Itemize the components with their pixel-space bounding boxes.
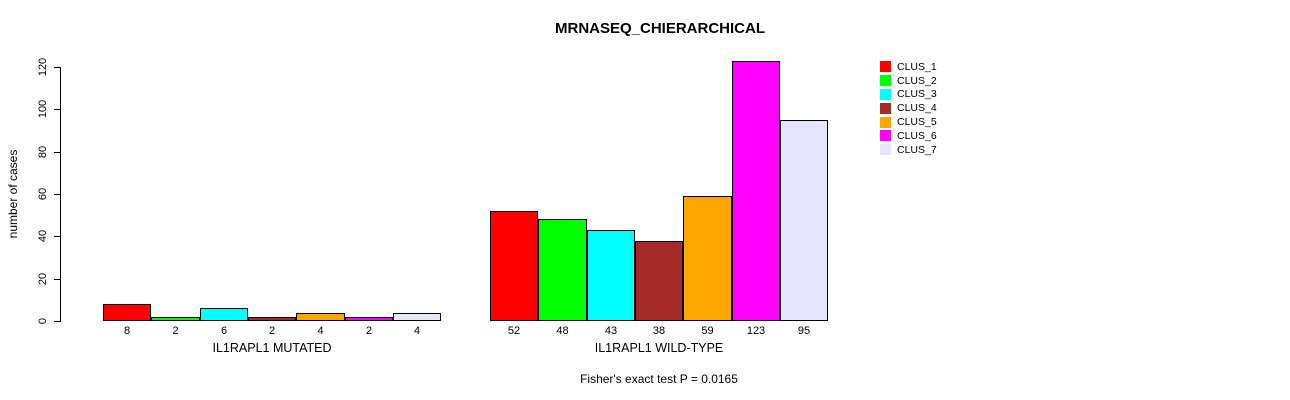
legend-swatch-icon — [880, 102, 891, 114]
group-label-mutated: IL1RAPL1 MUTATED — [212, 341, 332, 355]
y-axis-tick — [54, 109, 61, 110]
y-axis-tick-label: 120 — [37, 57, 49, 77]
y-axis-tick-label: 20 — [37, 272, 49, 286]
legend-item: CLUS_2 — [880, 74, 937, 88]
bar-value-label: 38 — [652, 325, 666, 337]
legend-swatch-icon — [880, 88, 891, 100]
bar-value-label: 95 — [797, 325, 811, 337]
legend-label: CLUS_6 — [897, 129, 937, 142]
y-axis-tick — [54, 321, 61, 322]
legend-item: CLUS_7 — [880, 143, 937, 157]
y-axis-title: number of cases — [6, 149, 20, 239]
legend-label: CLUS_3 — [897, 88, 937, 101]
y-axis-tick — [54, 194, 61, 195]
bar-clus_3 — [587, 230, 635, 321]
bar-value-label: 2 — [268, 325, 276, 337]
bar-clus_1 — [490, 211, 538, 321]
bar-clus_4 — [248, 317, 296, 321]
bar-value-label: 123 — [746, 325, 766, 337]
y-axis-tick — [54, 279, 61, 280]
legend-swatch-icon — [880, 144, 891, 156]
bar-value-label: 2 — [172, 325, 179, 337]
bar-value-label: 59 — [701, 325, 714, 337]
legend-label: CLUS_5 — [897, 116, 937, 129]
legend-swatch-icon — [880, 116, 891, 128]
legend-swatch-icon — [880, 130, 891, 142]
chart-title: MRNASEQ_CHIERARCHICAL — [554, 20, 766, 37]
bar-value-label: 52 — [507, 325, 521, 337]
legend-item: CLUS_4 — [880, 101, 937, 115]
legend-item: CLUS_6 — [880, 129, 937, 143]
bar-value-label: 4 — [413, 325, 421, 337]
y-axis-tick — [54, 67, 61, 68]
y-axis-tick — [54, 236, 61, 237]
y-axis-tick — [54, 152, 61, 153]
bar-value-label: 4 — [317, 325, 324, 337]
y-axis-tick-label: 60 — [37, 187, 49, 201]
legend-label: CLUS_4 — [897, 102, 937, 115]
y-axis-tick-label: 0 — [37, 317, 49, 325]
bar-clus_5 — [683, 196, 732, 321]
bar-clus_7 — [780, 120, 828, 321]
legend-item: CLUS_3 — [880, 88, 937, 102]
bar-clus_5 — [296, 313, 345, 321]
bar-clus_7 — [393, 313, 441, 321]
bar-clus_6 — [732, 61, 780, 321]
legend-item: CLUS_5 — [880, 115, 937, 129]
bar-clus_4 — [635, 241, 683, 321]
y-axis-tick-label: 100 — [37, 99, 49, 119]
legend-item: CLUS_1 — [880, 60, 937, 74]
legend-swatch-icon — [880, 75, 891, 87]
legend: CLUS_1 CLUS_2 CLUS_3 CLUS_4 CLUS_5 CLUS_6 CLUS… — [880, 60, 937, 157]
fisher-test-annotation: Fisher's exact test P = 0.0165 — [580, 372, 738, 386]
y-axis-tick-label: 40 — [37, 229, 49, 243]
bar-clus_3 — [200, 308, 248, 321]
legend-label: CLUS_7 — [897, 143, 937, 156]
bar-clus_2 — [151, 317, 200, 321]
bar-value-label: 8 — [123, 325, 131, 337]
legend-label: CLUS_2 — [897, 74, 937, 87]
bar-value-label: 48 — [556, 325, 569, 337]
bar-value-label: 6 — [220, 325, 228, 337]
group-label-wild-type: IL1RAPL1 WILD-TYPE — [594, 341, 724, 355]
bar-clus_1 — [103, 304, 151, 321]
bar-clus_6 — [345, 317, 393, 321]
bar-value-label: 2 — [365, 325, 373, 337]
legend-label: CLUS_1 — [897, 60, 937, 73]
bar-value-label: 43 — [604, 325, 618, 337]
legend-swatch-icon — [880, 61, 891, 73]
bar-clus_2 — [538, 219, 587, 321]
y-axis-tick-label: 80 — [37, 145, 49, 159]
